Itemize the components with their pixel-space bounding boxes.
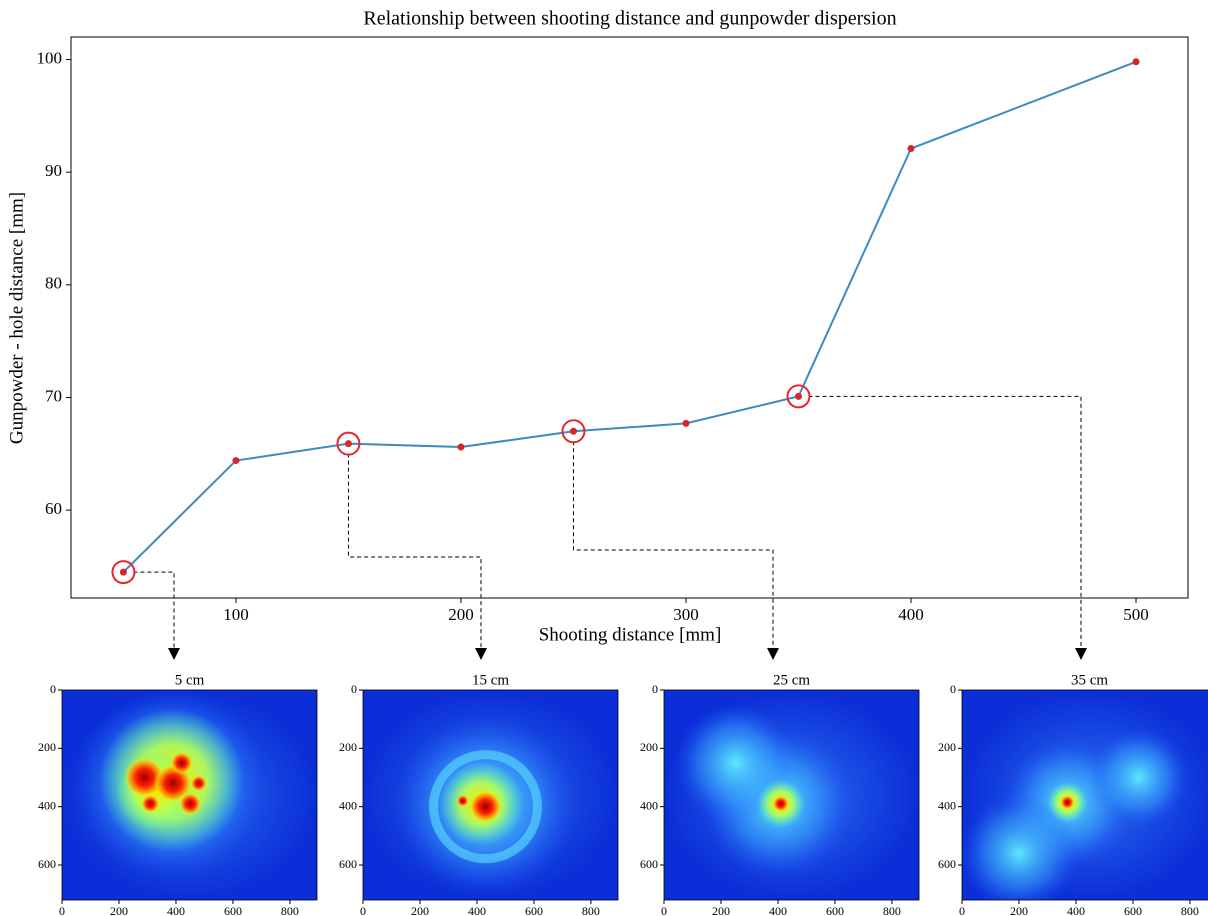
y-tick-label: 100 xyxy=(37,48,63,67)
y-tick-label: 400 xyxy=(38,798,56,812)
connector xyxy=(572,441,774,648)
y-tick-label: 0 xyxy=(950,682,956,696)
x-tick-label: 400 xyxy=(769,904,787,916)
arrowhead xyxy=(1075,648,1087,660)
data-point xyxy=(457,443,465,451)
y-tick-label: 600 xyxy=(38,857,56,871)
data-point xyxy=(1132,58,1140,66)
x-tick-label: 0 xyxy=(661,904,667,916)
heatmap-blob xyxy=(1060,795,1075,810)
y-tick-label: 200 xyxy=(938,740,956,754)
connector xyxy=(133,571,175,648)
heatmap xyxy=(664,690,919,900)
y-tick-label: 0 xyxy=(351,682,357,696)
x-tick-label: 200 xyxy=(1010,904,1028,916)
x-tick-label: 600 xyxy=(826,904,844,916)
heatmap-blob xyxy=(179,792,202,815)
y-tick-label: 400 xyxy=(938,798,956,812)
x-tick-label: 800 xyxy=(883,904,901,916)
arrowhead xyxy=(767,648,779,660)
highlight-ring xyxy=(336,431,361,456)
heatmap-blob xyxy=(962,793,1079,900)
heatmap-blob xyxy=(141,794,160,813)
y-tick-label: 80 xyxy=(45,274,62,293)
x-tick-label: 200 xyxy=(448,605,474,624)
y-tick-label: 90 xyxy=(45,161,62,180)
y-tick-label: 400 xyxy=(640,798,658,812)
y-tick-label: 200 xyxy=(339,740,357,754)
data-point xyxy=(344,440,352,448)
data-point xyxy=(682,419,690,427)
x-tick-label: 200 xyxy=(411,904,429,916)
heatmap-blob xyxy=(456,794,469,807)
panel-title: 35 cm xyxy=(1071,672,1108,688)
data-point xyxy=(794,392,802,400)
heatmap xyxy=(62,690,317,900)
plot-frame xyxy=(70,36,1189,599)
panel-frame xyxy=(961,689,1208,901)
highlight-ring xyxy=(786,384,811,409)
heatmap-blob xyxy=(772,795,789,812)
heatmap-ring xyxy=(429,750,543,864)
chart-title: Relationship between shooting distance a… xyxy=(363,8,896,30)
panel-title: 25 cm xyxy=(773,672,810,688)
x-tick-label: 200 xyxy=(110,904,128,916)
x-tick-label: 600 xyxy=(1124,904,1142,916)
panel-frame xyxy=(663,689,920,901)
x-axis-label: Shooting distance [mm] xyxy=(539,624,722,645)
panel-title: 15 cm xyxy=(472,672,509,688)
heatmap-blob xyxy=(1088,727,1189,828)
arrowhead xyxy=(168,648,180,660)
y-tick-label: 0 xyxy=(652,682,658,696)
x-tick-label: 300 xyxy=(673,605,699,624)
data-point xyxy=(232,457,240,465)
x-tick-label: 0 xyxy=(959,904,965,916)
heatmap-blob xyxy=(469,790,502,823)
x-tick-label: 800 xyxy=(1181,904,1199,916)
panel-frame xyxy=(362,689,619,901)
x-tick-label: 600 xyxy=(525,904,543,916)
connector xyxy=(347,453,482,648)
x-tick-label: 400 xyxy=(1067,904,1085,916)
y-tick-label: 200 xyxy=(38,740,56,754)
y-tick-label: 200 xyxy=(640,740,658,754)
highlight-ring xyxy=(561,419,586,444)
x-tick-label: 100 xyxy=(223,605,249,624)
y-tick-label: 60 xyxy=(45,499,62,518)
heatmap-blob xyxy=(190,775,207,792)
data-point xyxy=(907,145,915,153)
x-tick-label: 400 xyxy=(468,904,486,916)
heatmap xyxy=(962,690,1208,900)
data-point xyxy=(569,427,577,435)
y-tick-label: 600 xyxy=(339,857,357,871)
heatmap-blob xyxy=(170,751,193,774)
y-tick-label: 70 xyxy=(45,386,62,405)
data-point xyxy=(119,568,127,576)
highlight-ring xyxy=(111,560,136,585)
panel-frame xyxy=(61,689,318,901)
x-tick-label: 800 xyxy=(582,904,600,916)
y-tick-label: 0 xyxy=(50,682,56,696)
y-axis-label: Gunpowder - hole distance [mm] xyxy=(6,192,27,444)
panel-title: 5 cm xyxy=(175,672,205,688)
x-tick-label: 0 xyxy=(360,904,366,916)
x-tick-label: 400 xyxy=(898,605,924,624)
x-tick-label: 0 xyxy=(59,904,65,916)
heatmap xyxy=(363,690,618,900)
y-tick-label: 600 xyxy=(640,857,658,871)
x-tick-label: 400 xyxy=(167,904,185,916)
data-line xyxy=(122,60,1137,573)
x-tick-label: 800 xyxy=(281,904,299,916)
x-tick-label: 200 xyxy=(712,904,730,916)
arrowhead xyxy=(475,648,487,660)
x-tick-label: 600 xyxy=(224,904,242,916)
connector xyxy=(808,395,1082,648)
x-tick-label: 500 xyxy=(1123,605,1149,624)
y-tick-label: 600 xyxy=(938,857,956,871)
y-tick-label: 400 xyxy=(339,798,357,812)
